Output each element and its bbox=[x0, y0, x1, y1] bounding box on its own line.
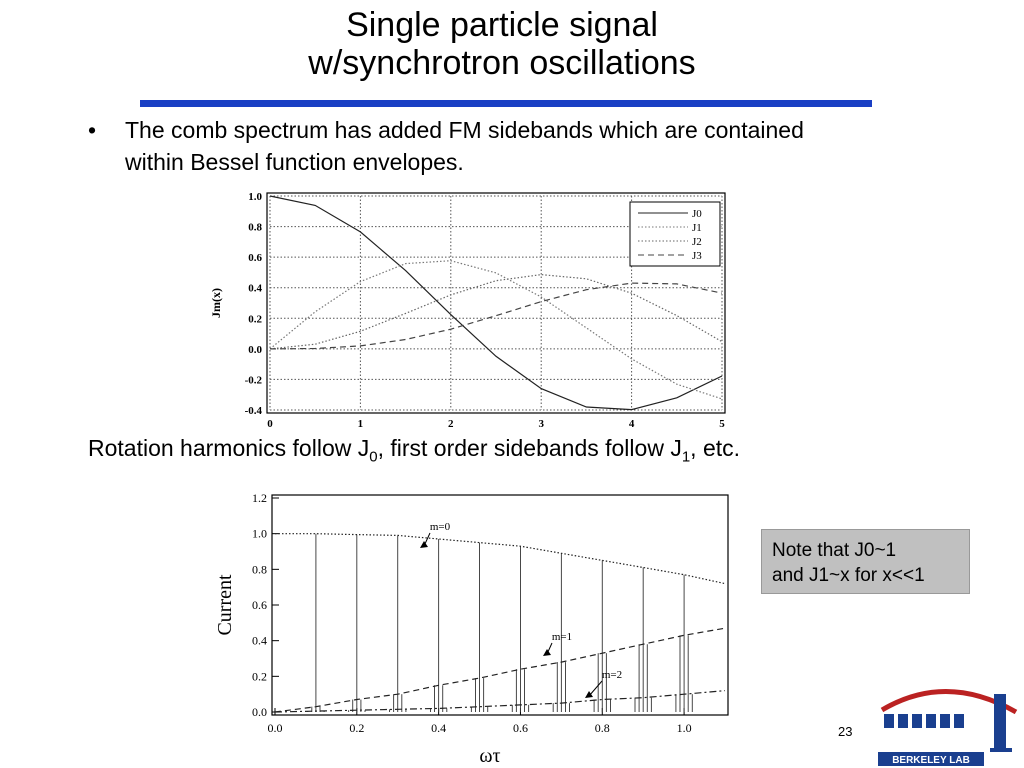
y-tick-label: 0.0 bbox=[252, 705, 267, 719]
plot-frame bbox=[266, 192, 726, 414]
annotation-arrowhead bbox=[585, 691, 593, 698]
envelope bbox=[274, 627, 726, 713]
logo-text: BERKELEY LAB bbox=[892, 755, 970, 766]
chart-comb: 0.0 0.2 0.4 0.6 0.8 1.0 1.2 0.0 0.2 0.4 0.6 0.8 1.0 C… bbox=[214, 491, 729, 767]
note-line: and J1~x for x<<1 bbox=[772, 565, 925, 586]
y-tick-label: 0.6 bbox=[248, 252, 262, 264]
y-tick-label: 1.0 bbox=[252, 527, 267, 541]
x-tick-label: 0.4 bbox=[431, 721, 446, 735]
y-tick-label: 0.2 bbox=[248, 313, 262, 325]
title-line: Single particle signal bbox=[346, 6, 658, 44]
x-tick-label: 0.0 bbox=[268, 721, 283, 735]
x-tick-label: 0.2 bbox=[349, 721, 364, 735]
series-line bbox=[269, 273, 723, 350]
legend-label: J1 bbox=[692, 222, 702, 234]
y-axis-label: Current bbox=[214, 574, 236, 636]
y-tick-label: 0.8 bbox=[252, 562, 267, 576]
x-tick-label: 2 bbox=[448, 418, 454, 430]
legend-label: J0 bbox=[692, 208, 702, 220]
series-line bbox=[269, 260, 723, 400]
y-tick-label: 0.2 bbox=[252, 669, 267, 683]
y-tick-label: 0.8 bbox=[248, 222, 262, 234]
title-rule bbox=[140, 100, 872, 107]
annotation-arrow bbox=[588, 680, 603, 697]
envelope bbox=[274, 690, 726, 713]
x-tick-label: 0 bbox=[267, 418, 273, 430]
logo-band bbox=[878, 752, 984, 766]
x-tick-label: 0.8 bbox=[595, 721, 610, 735]
note-box: Note that J0~1 and J1~x for x<<1 bbox=[761, 529, 970, 594]
x-tick-label: 1.0 bbox=[677, 721, 692, 735]
note-line: Note that J0~1 bbox=[772, 540, 897, 561]
logo: BERKELEY LAB bbox=[878, 689, 1018, 766]
y-tick-label: 0.6 bbox=[252, 598, 267, 612]
x-tick-label: 3 bbox=[538, 418, 544, 430]
y-tick-label: -0.2 bbox=[245, 374, 263, 386]
x-tick-label: 5 bbox=[719, 418, 725, 430]
y-tick-label: -0.4 bbox=[245, 405, 263, 417]
series-line bbox=[269, 282, 723, 350]
envelope bbox=[275, 533, 726, 585]
caption-text: Rotation harmonics follow J bbox=[88, 435, 370, 461]
logo-arches bbox=[884, 694, 1012, 752]
caption-text: , etc. bbox=[690, 435, 741, 461]
annotation: m=1 bbox=[552, 631, 572, 643]
x-tick-label: 0.6 bbox=[513, 721, 528, 735]
caption: Rotation harmonics follow J0, first orde… bbox=[88, 432, 740, 474]
bullet-text: The comb spectrum has added FM sidebands… bbox=[125, 117, 804, 175]
slide-title: Single particle signal w/synchrotron osc… bbox=[0, 6, 1004, 82]
annotation-arrowhead bbox=[543, 649, 551, 656]
plot-frame bbox=[271, 494, 729, 716]
annotation: m=2 bbox=[602, 669, 622, 681]
y-tick-label: 0.4 bbox=[252, 634, 267, 648]
legend-box bbox=[629, 201, 721, 267]
y-axis-label: Jm(x) bbox=[209, 288, 223, 318]
bullet: • The comb spectrum has added FM sideband… bbox=[88, 114, 868, 178]
annotation-arrowhead bbox=[420, 541, 428, 548]
y-tick-label: 0.4 bbox=[248, 283, 262, 295]
x-axis-label: ωτ bbox=[479, 745, 500, 767]
x-tick-label: 1 bbox=[358, 418, 364, 430]
x-tick-label: 4 bbox=[629, 418, 635, 430]
caption-subscript: 0 bbox=[369, 448, 378, 466]
y-tick-label: 1.2 bbox=[252, 491, 267, 505]
y-tick-label: 0.0 bbox=[248, 344, 262, 356]
annotation: m=0 bbox=[430, 521, 451, 533]
title-line: w/synchrotron oscillations bbox=[308, 44, 696, 82]
y-tick-label: 1.0 bbox=[248, 191, 262, 203]
caption-subscript: 1 bbox=[681, 448, 691, 466]
caption-text: , first order sidebands follow J bbox=[377, 435, 682, 461]
page-number: 23 bbox=[838, 724, 853, 739]
legend-label: J3 bbox=[692, 250, 702, 262]
chart-bessel: -0.4 -0.2 0.0 0.2 0.4 0.6 0.8 1.0 0 1 2 3 4 5 Jm(x) J0 J… bbox=[209, 191, 726, 430]
legend-label: J2 bbox=[692, 236, 702, 248]
bullet-dot: • bbox=[88, 117, 97, 143]
series-line bbox=[269, 195, 723, 411]
